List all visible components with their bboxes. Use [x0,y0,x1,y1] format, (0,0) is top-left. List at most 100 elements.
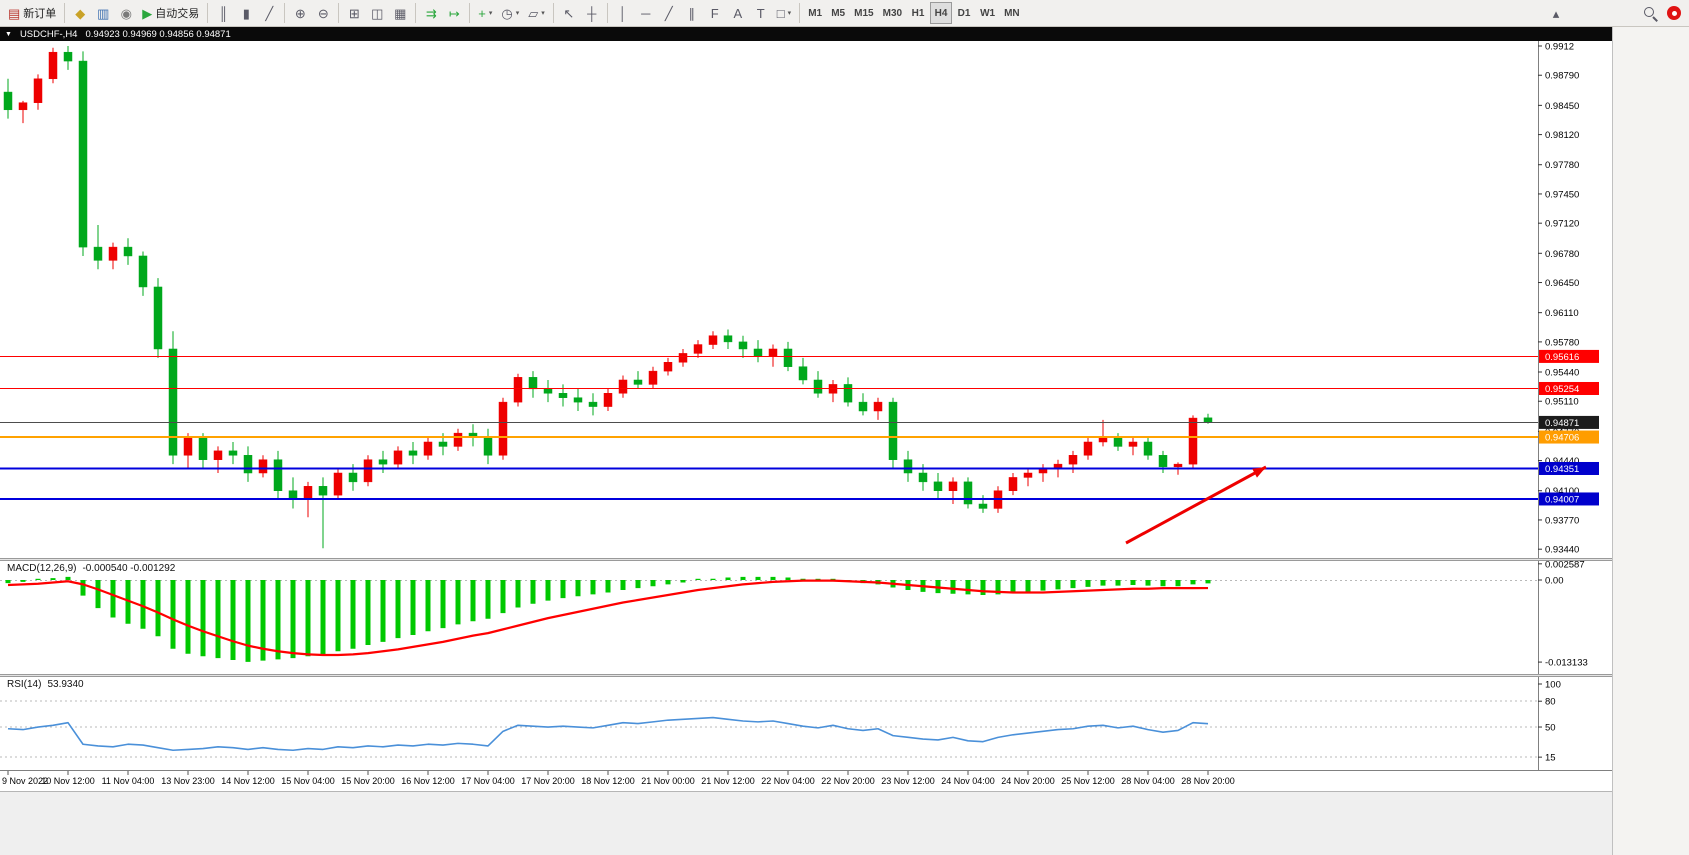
candlestick [1143,437,1153,460]
equidistant-channel-button[interactable]: ∥ [681,2,703,24]
periods-button[interactable]: ◷ ▾ [497,2,523,24]
orange-level-line-badge [1539,430,1599,444]
toolbar-button-label: 新订单 [23,8,57,20]
line-chart-type-icon: ╱ [265,5,274,21]
candlestick [1128,437,1138,456]
toolbar-button-label: 自动交易 [155,8,200,20]
auto-scroll-button[interactable]: ⇉ [420,2,442,24]
price-axis-label: 0.98790 [1545,71,1579,82]
price-axis-label: 0.97780 [1545,160,1579,171]
toolbar-overflow-button[interactable]: ▴ [1545,2,1567,24]
price-axis-label: 0.96780 [1545,249,1579,260]
candlestick [603,388,613,411]
price-badge-label: 0.94351 [1545,464,1579,475]
new-order-button[interactable]: ▤ 新订单 [4,2,60,24]
cursor-button[interactable]: ↖ [558,2,580,24]
candlestick [93,224,103,270]
crosshair-button[interactable]: ┼ [581,2,603,24]
fibonacci-button[interactable]: F [704,2,726,24]
timeframe-m30-button[interactable]: M30 [879,2,906,24]
text-label-button[interactable]: T [750,2,772,24]
toolbar-divider [284,3,286,23]
candlestick [588,393,598,416]
price-axis-label: 0.98120 [1545,130,1579,141]
chart-svg[interactable]: 0.9912 0.98790 0.98450 0.98120 0.97780 0.9745… [0,41,1612,791]
chart-shift-button[interactable]: ↦ [443,2,465,24]
fibonacci-icon: F [710,5,719,21]
horizontal-line-button[interactable]: ─ [635,2,657,24]
candlestick [123,238,133,265]
line-chart-type-button[interactable]: ╱ [258,2,280,24]
toolbar-divider [606,3,608,23]
auto-trading-button[interactable]: ▶ 自动交易 [138,2,203,24]
candlestick [1083,437,1093,460]
candlestick [633,371,643,389]
arrange-windows-button[interactable]: ▦ [389,2,411,24]
timeframe-w1-button[interactable]: W1 [976,2,999,24]
tile-windows-button[interactable]: ⊞ [343,2,365,24]
timeframe-m5-button[interactable]: M5 [827,2,849,24]
notification-badge[interactable] [1667,6,1681,20]
price-axis-label: 0.95780 [1545,337,1579,348]
rsi-axis-label: 100 [1545,680,1561,691]
price-axis-label: 0.95110 [1545,397,1579,408]
market-watch-button[interactable]: ▥ [92,2,114,24]
timeframe-d1-button[interactable]: D1 [953,2,975,24]
timeframe-h1-button[interactable]: H1 [907,2,929,24]
panel-separator[interactable] [0,674,1612,677]
time-axis-label: 21 Nov 12:00 [701,776,755,786]
text-button[interactable]: A [727,2,749,24]
crosshair-icon: ┼ [587,5,597,21]
horizontal-line-icon: ─ [641,5,651,21]
price-axis[interactable]: 0.9912 0.98790 0.98450 0.98120 0.97780 0.9745… [1538,41,1588,770]
chart-profiles-button[interactable]: ◆ [69,2,91,24]
timeframe-m1-button[interactable]: M1 [804,2,826,24]
text-icon: A [733,5,743,21]
time-axis-label: 17 Nov 04:00 [461,776,515,786]
arrow-shaft[interactable] [1125,465,1267,545]
shapes-button[interactable]: □ ▾ [773,2,795,24]
candlestick [48,47,58,84]
candlestick [453,428,463,451]
cascade-windows-icon: ◫ [371,5,384,21]
templates-button[interactable]: ▱ ▾ [524,2,549,24]
caret-down-icon: ▾ [515,10,520,17]
search-button[interactable] [1639,2,1662,24]
candlestick [33,74,43,110]
timeframe-mn-button[interactable]: MN [1000,2,1024,24]
candlestick [18,100,28,124]
arrow-head-icon [1252,467,1266,478]
indicators-button[interactable]: + ▾ [474,2,496,24]
time-axis-label: 13 Nov 23:00 [161,776,215,786]
candlestick [663,357,673,376]
toolbar-overflow-icon: ▴ [1552,5,1560,21]
ohlc-bars-type-button[interactable]: ║ [212,2,234,24]
candlestick [933,473,943,500]
vertical-line-button[interactable]: │ [612,2,634,24]
panel-separator[interactable] [0,558,1612,561]
time-axis-label: 25 Nov 12:00 [1061,776,1115,786]
trendline-button[interactable]: ╱ [658,2,680,24]
candlestick [693,340,703,358]
zoom-in-button[interactable]: ⊕ [289,2,311,24]
current-price-line-badge [1539,415,1599,429]
cascade-windows-button[interactable]: ◫ [366,2,388,24]
timeframe-m15-button[interactable]: M15 [850,2,877,24]
trend-arrow-annotation[interactable] [1125,465,1267,545]
trendline-icon: ╱ [664,5,673,21]
right-gutter [1612,27,1689,855]
chart-menu-icon[interactable]: ▼ [5,30,12,38]
time-axis-label: 18 Nov 12:00 [581,776,635,786]
chart-titlebar[interactable]: ▼ USDCHF-,H4 0.94923 0.94969 0.94856 0.9… [0,27,1612,41]
chart-shift-icon: ↦ [448,5,460,21]
candlestick-type-button[interactable]: ▮ [235,2,257,24]
timeframe-h4-button[interactable]: H4 [930,2,953,24]
macd-axis-label: 0.00 [1545,576,1564,587]
price-axis-label: 0.97450 [1545,189,1579,200]
candlestick [648,366,658,389]
price-badge-label: 0.94706 [1545,433,1579,444]
data-window-button[interactable]: ◉ [115,2,137,24]
data-window-icon: ◉ [120,5,132,21]
zoom-out-button[interactable]: ⊖ [312,2,334,24]
